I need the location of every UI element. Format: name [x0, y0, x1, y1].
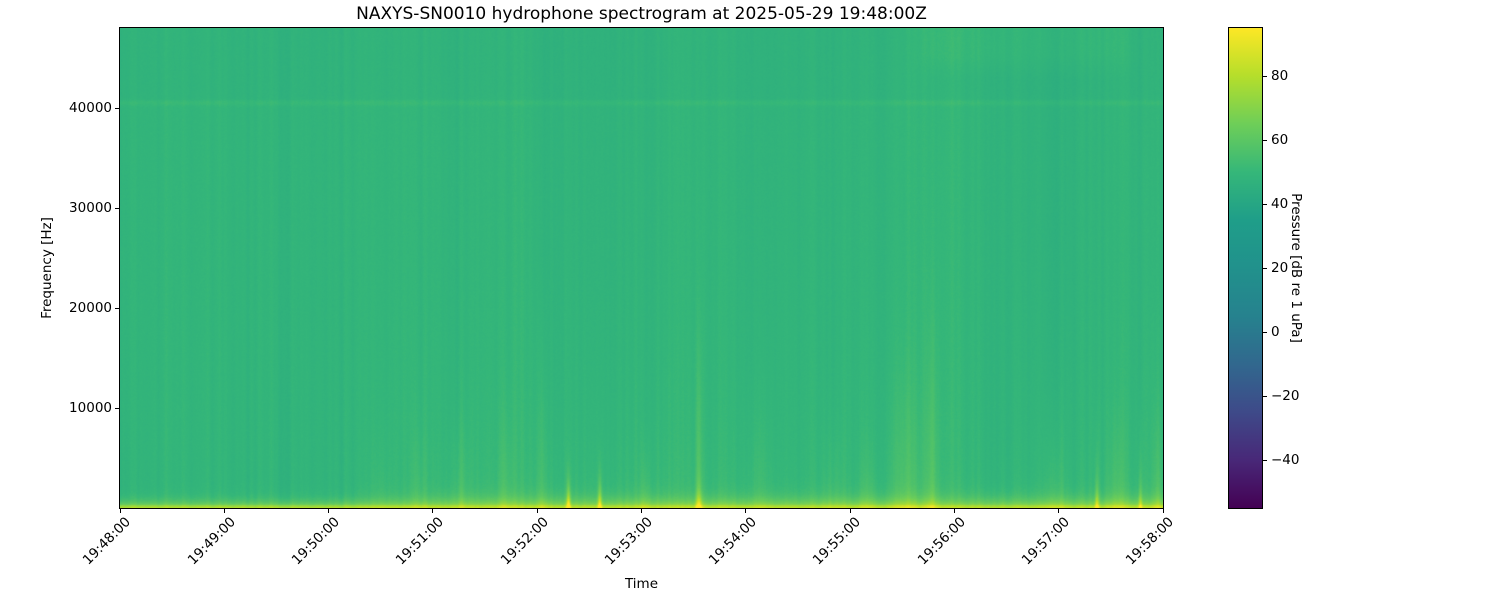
x-tick-mark	[745, 509, 747, 513]
x-tick-label: 19:57:00	[1018, 514, 1074, 569]
x-axis-label: Time	[624, 576, 659, 592]
x-tick-label: 19:48:00	[80, 514, 135, 569]
x-tick-mark	[223, 509, 225, 513]
colorbar-tick-label: 0	[1271, 324, 1280, 340]
spectrogram-image	[120, 28, 1163, 508]
x-tick-mark	[953, 509, 955, 513]
y-tick-label: 40000	[69, 100, 112, 116]
y-axis-label: Frequency [Hz]	[39, 217, 55, 319]
colorbar-tick-mark	[1263, 395, 1267, 397]
colorbar-tick-mark	[1263, 459, 1267, 461]
colorbar-tick-label: 40	[1271, 196, 1289, 212]
x-tick-label: 19:54:00	[705, 514, 761, 569]
y-tick-label: 30000	[69, 200, 112, 216]
colorbar-tick-label: 60	[1271, 132, 1289, 148]
x-tick-label: 19:55:00	[810, 514, 865, 569]
y-tick-mark	[115, 207, 119, 209]
colorbar-tick-label: 80	[1271, 68, 1289, 84]
chart-title: NAXYS-SN0010 hydrophone spectrogram at 2…	[356, 4, 927, 24]
y-tick-label: 20000	[69, 300, 112, 316]
x-tick-mark	[641, 509, 642, 513]
x-tick-label: 19:56:00	[914, 514, 969, 569]
colorbar-gradient	[1229, 28, 1262, 508]
colorbar-tick-label: −40	[1271, 452, 1300, 468]
y-tick-mark	[115, 407, 119, 409]
colorbar-tick-mark	[1263, 267, 1267, 269]
x-tick-mark	[536, 509, 538, 513]
y-tick-mark	[115, 107, 119, 109]
x-tick-mark	[432, 509, 434, 513]
x-tick-label: 19:53:00	[601, 514, 656, 569]
x-tick-mark	[119, 509, 121, 513]
x-tick-label: 19:49:00	[184, 514, 239, 569]
x-tick-label: 19:50:00	[288, 514, 343, 569]
plot-area	[119, 27, 1164, 509]
colorbar-tick-label: 20	[1271, 260, 1289, 276]
x-tick-mark	[1058, 509, 1060, 513]
y-tick-label: 10000	[69, 400, 112, 416]
colorbar	[1228, 27, 1263, 509]
colorbar-tick-mark	[1263, 139, 1267, 141]
x-tick-label: 19:52:00	[497, 514, 552, 569]
colorbar-tick-label: −20	[1271, 388, 1300, 404]
colorbar-tick-mark	[1263, 75, 1267, 77]
colorbar-tick-mark	[1263, 331, 1267, 333]
x-tick-mark	[849, 509, 851, 513]
x-tick-mark	[328, 509, 330, 513]
colorbar-label: Pressure [dB re 1 uPa]	[1288, 193, 1304, 343]
x-tick-label: 19:58:00	[1123, 514, 1178, 569]
y-tick-mark	[115, 307, 119, 309]
x-tick-mark	[1162, 509, 1164, 513]
x-tick-label: 19:51:00	[393, 514, 448, 569]
colorbar-tick-mark	[1263, 203, 1267, 205]
